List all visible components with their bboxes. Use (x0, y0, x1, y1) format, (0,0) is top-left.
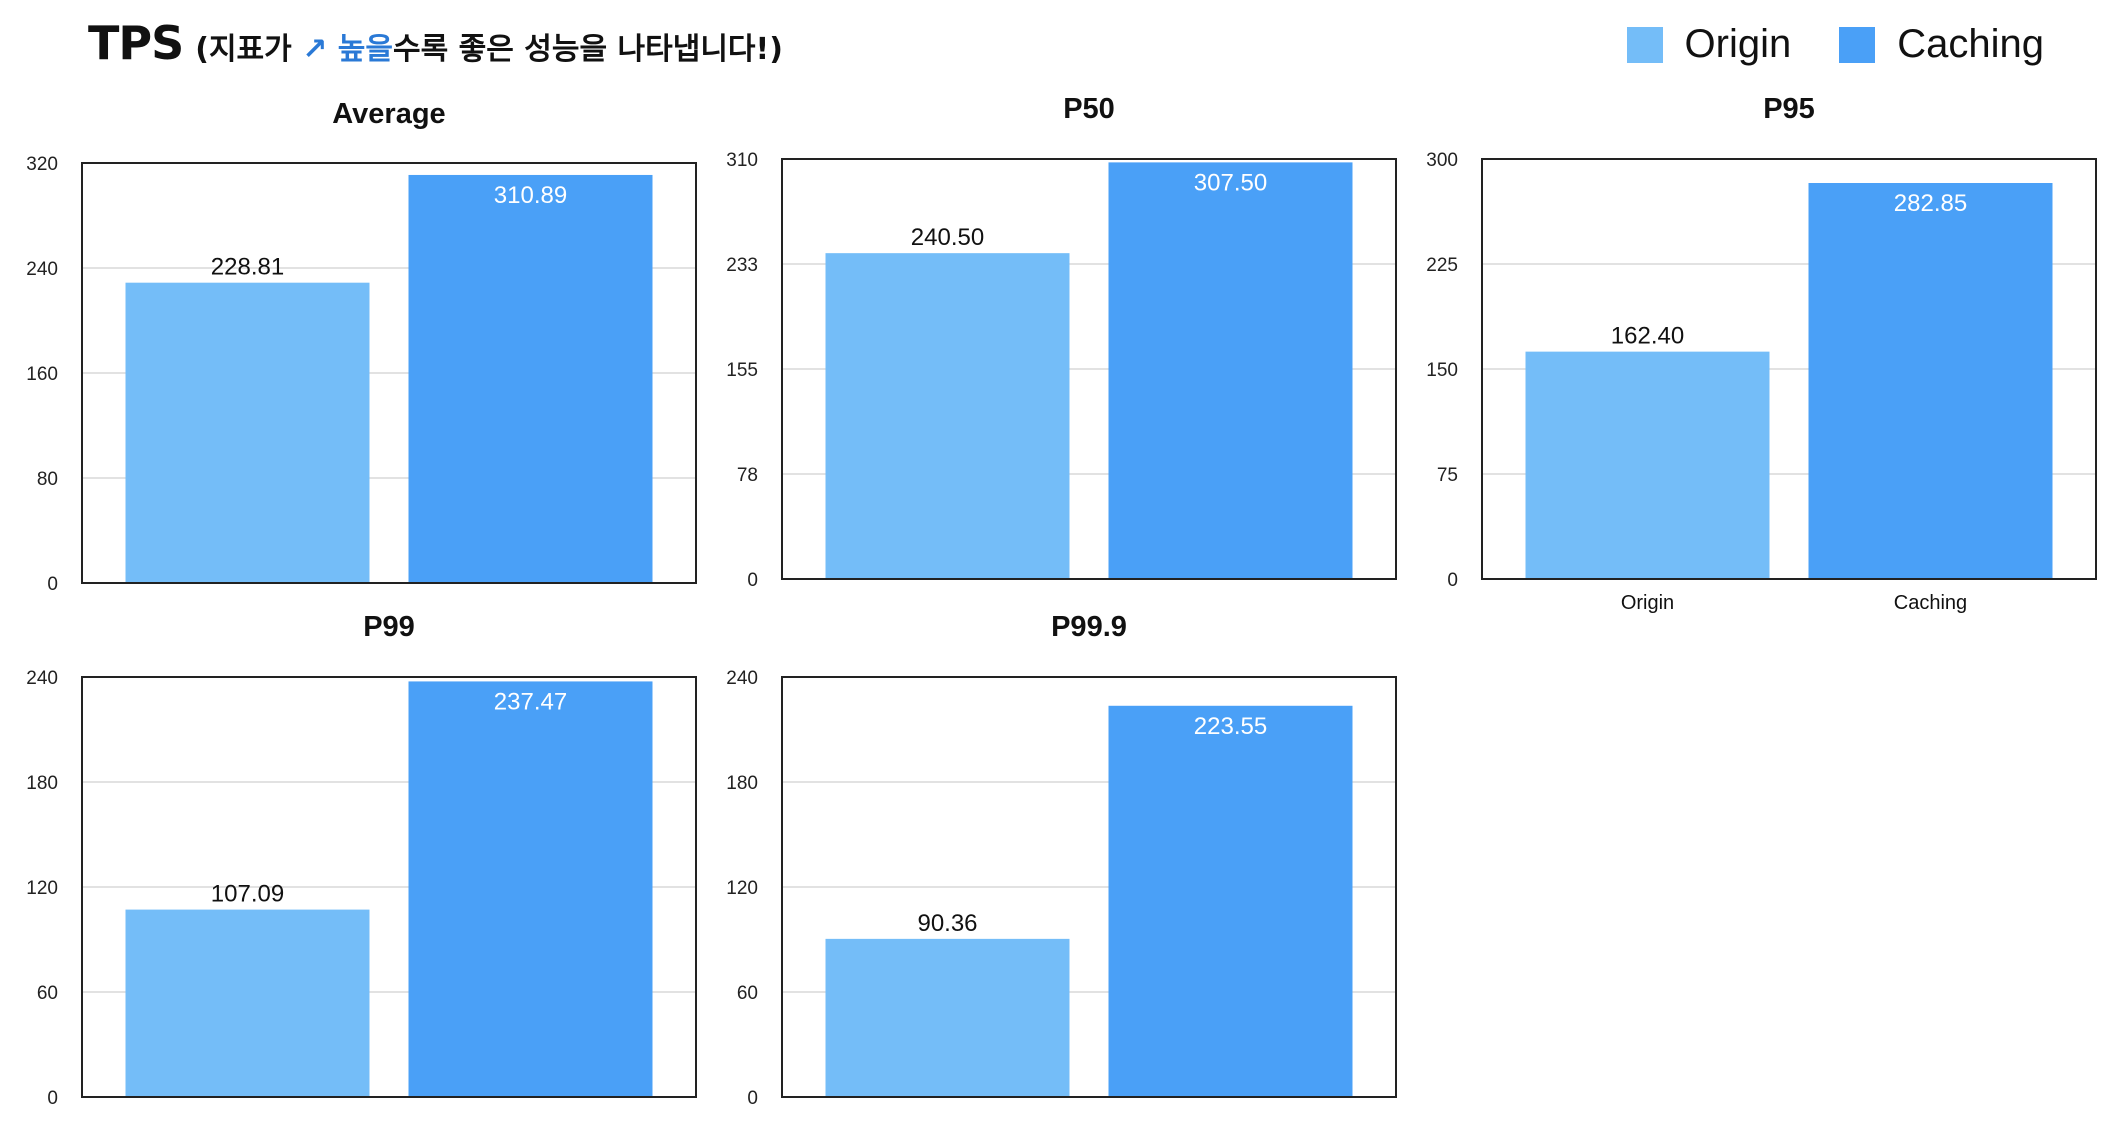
legend: Origin Caching (1579, 22, 2044, 67)
y-tick-label: 80 (37, 469, 58, 490)
y-tick-label: 0 (1447, 570, 1458, 591)
chart-header: TPS (지표가 ↗ 높을수록 좋은 성능을 나타냅니다!) (88, 16, 783, 76)
bar-value-label: 107.09 (211, 881, 284, 908)
y-tick-label: 180 (726, 773, 758, 794)
bar-value-label: 237.47 (494, 688, 567, 715)
y-tick-label: 240 (26, 668, 58, 689)
bar-origin (125, 909, 370, 1097)
chart-title: P99.9 (1051, 611, 1127, 643)
y-tick-label: 78 (737, 465, 758, 486)
bar-value-label: 282.85 (1894, 190, 1967, 217)
legend-item-origin: Origin (1626, 22, 1792, 67)
subtitle-suffix: 수록 좋은 성능을 나타냅니다!) (392, 32, 783, 67)
y-tick-label: 233 (726, 255, 758, 276)
page-subtitle: (지표가 ↗ 높을수록 좋은 성능을 나타냅니다!) (195, 24, 783, 68)
plot-frame (81, 162, 697, 584)
y-tick-label: 120 (726, 878, 758, 899)
chart-title: P50 (1063, 93, 1115, 125)
bar-value-label: 240.50 (911, 224, 984, 251)
bar-origin (825, 253, 1070, 579)
chart-4: P99 0 60 120 180 240 107.09 237.47 (26, 611, 697, 1109)
bar-value-label: 228.81 (211, 254, 284, 281)
legend-swatch-caching (1839, 26, 1876, 63)
y-tick-label: 0 (47, 1088, 58, 1109)
y-tick-label: 75 (1437, 465, 1458, 486)
y-tick-label: 180 (26, 773, 58, 794)
chart-1: Average 0 80 160 240 320 228.81 310.89 (26, 98, 697, 595)
legend-label-caching: Caching (1897, 22, 2044, 66)
chart-title: P99 (363, 611, 415, 643)
legend-item-caching: Caching (1839, 22, 2044, 67)
bar-caching (1108, 705, 1353, 1097)
y-tick-label: 60 (737, 983, 758, 1004)
y-tick-label: 160 (26, 364, 58, 385)
chart-5: P99.9 0 60 120 180 240 90.36 223.55 (726, 611, 1397, 1109)
y-tick-label: 225 (1426, 255, 1458, 276)
plot-frame (1481, 158, 2097, 580)
bar-value-label: 307.50 (1194, 169, 1267, 196)
plot-frame (781, 676, 1397, 1098)
y-tick-label: 0 (747, 1088, 758, 1109)
bar-origin (825, 938, 1070, 1097)
y-tick-label: 120 (26, 878, 58, 899)
y-tick-label: 155 (726, 360, 758, 381)
legend-label-origin: Origin (1684, 22, 1792, 66)
y-tick-label: 0 (47, 574, 58, 595)
y-tick-label: 0 (747, 570, 758, 591)
bar-origin (125, 282, 370, 583)
chart-title: Average (332, 98, 445, 130)
x-tick-label: Origin (1621, 592, 1674, 614)
bar-value-label: 310.89 (494, 182, 567, 209)
y-tick-label: 60 (37, 983, 58, 1004)
y-tick-label: 310 (726, 150, 758, 171)
bar-caching (408, 681, 653, 1097)
plot-frame (81, 676, 697, 1098)
plot-frame (781, 158, 1397, 580)
bar-caching (1108, 162, 1353, 580)
y-tick-label: 240 (26, 259, 58, 280)
bar-origin (1525, 351, 1770, 579)
bar-caching (1808, 183, 2053, 579)
bar-caching (408, 174, 653, 583)
y-tick-label: 320 (26, 154, 58, 175)
y-tick-label: 240 (726, 668, 758, 689)
subtitle-highlight: ↗ 높을 (302, 32, 393, 67)
legend-swatch-origin (1626, 26, 1663, 63)
chart-title: P95 (1763, 93, 1815, 125)
chart-2: P50 0 78 155 233 310 240.50 307.50 (726, 93, 1397, 591)
chart-3: P95 0 75 150 225 300 162.40 Origin 282.85 Caching (1426, 93, 2097, 614)
y-tick-label: 300 (1426, 150, 1458, 171)
page-title: TPS (88, 16, 184, 70)
y-tick-label: 150 (1426, 360, 1458, 381)
subtitle-prefix: (지표가 (195, 32, 303, 67)
bar-value-label: 162.40 (1611, 323, 1684, 350)
x-tick-label: Caching (1894, 592, 1967, 614)
bar-value-label: 223.55 (1194, 713, 1267, 740)
bar-value-label: 90.36 (917, 910, 977, 937)
